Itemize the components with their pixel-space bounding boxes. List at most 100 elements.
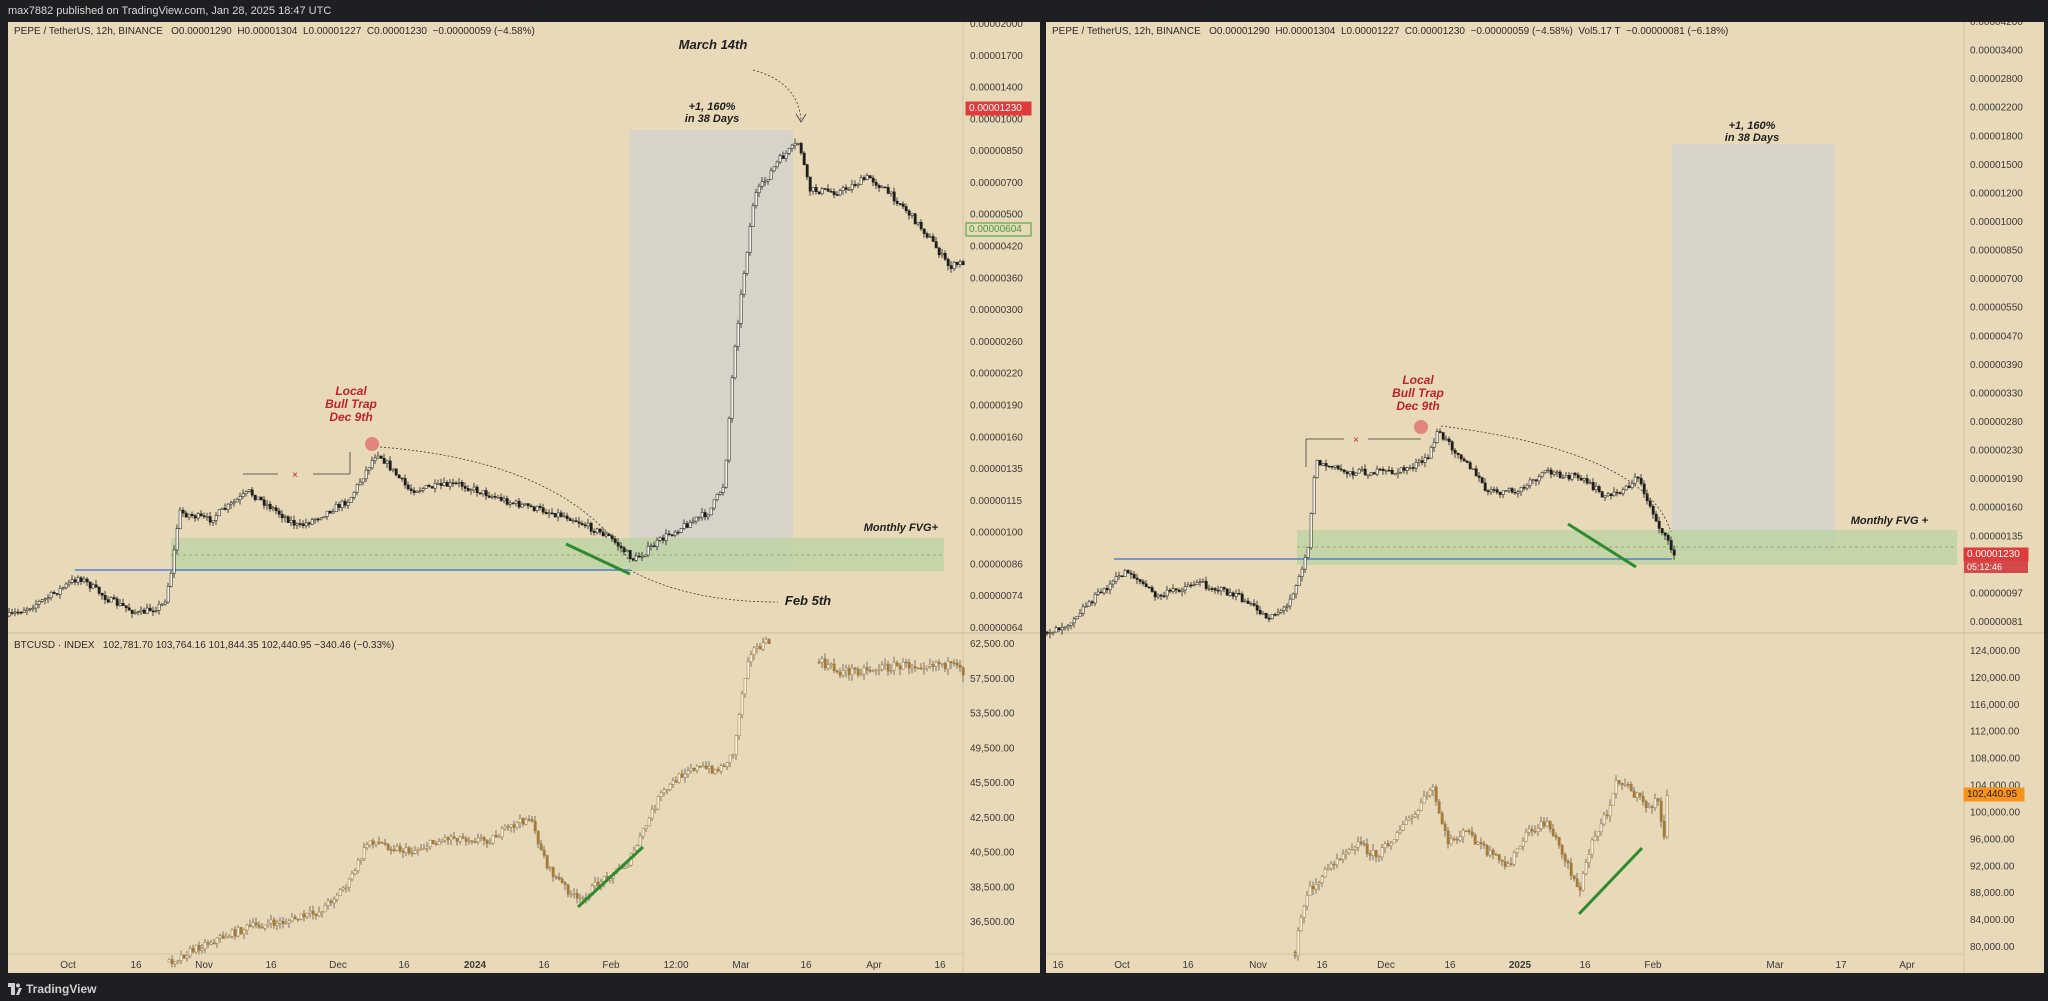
march-label: March 14th bbox=[679, 37, 748, 52]
candle-body bbox=[895, 200, 899, 204]
candle-body bbox=[202, 515, 206, 518]
candle-body bbox=[559, 512, 563, 517]
candle-body bbox=[871, 669, 875, 672]
right-chart-panel[interactable]: × Local Bull Trap Dec 9th +1, 160% in 38 Days… bbox=[1046, 22, 2044, 973]
left-chart-panel[interactable]: × Local Bull Trap Dec 9th +1, 160% in 38 Days… bbox=[8, 22, 1040, 973]
btc-candles-right bbox=[1293, 775, 1669, 961]
pepe-x-axis-tick: 17 bbox=[1835, 960, 1847, 971]
candle-body bbox=[1663, 532, 1667, 536]
candle-body bbox=[514, 500, 518, 504]
candle-body bbox=[596, 881, 600, 887]
candle-body bbox=[1102, 588, 1106, 594]
candle-body bbox=[910, 666, 914, 669]
candle-body bbox=[440, 839, 444, 842]
candle-body bbox=[1653, 798, 1657, 808]
pepe-y-axis-tick: 0.00000220 bbox=[970, 369, 1023, 380]
candle-body bbox=[43, 598, 47, 601]
candle-body bbox=[1479, 841, 1483, 845]
candle-body bbox=[1132, 574, 1136, 579]
candle-body bbox=[166, 586, 170, 603]
candle-body bbox=[244, 491, 248, 495]
candle-body bbox=[538, 506, 542, 508]
candle-body bbox=[844, 187, 848, 190]
candle-body bbox=[313, 518, 317, 521]
candle-body bbox=[1654, 513, 1658, 522]
candle-body bbox=[946, 661, 950, 670]
candle-body bbox=[796, 143, 800, 145]
green-price-badge: 0.00000604 bbox=[969, 224, 1022, 235]
candle-body bbox=[481, 490, 485, 495]
candle-body bbox=[293, 916, 297, 920]
candle-body bbox=[1449, 838, 1453, 845]
candle-body bbox=[368, 840, 372, 846]
candle-body bbox=[497, 836, 501, 839]
candle-body bbox=[61, 587, 65, 589]
candle-body bbox=[1405, 467, 1409, 471]
candle-body bbox=[466, 488, 470, 491]
candle-body bbox=[496, 496, 500, 499]
candle-body bbox=[224, 936, 228, 939]
candle-body bbox=[904, 661, 908, 664]
candle-body bbox=[1264, 612, 1268, 619]
candle-body bbox=[1297, 576, 1301, 586]
candle-body bbox=[1332, 863, 1336, 866]
candle-body bbox=[1336, 465, 1340, 470]
candle-body bbox=[1357, 469, 1361, 474]
candle-body bbox=[350, 873, 354, 880]
candle-body bbox=[1476, 841, 1480, 845]
candle-body bbox=[868, 175, 872, 179]
candle-body bbox=[1441, 432, 1445, 440]
candle-body bbox=[862, 667, 866, 675]
candle-body bbox=[1546, 469, 1550, 472]
legend-change: −0.00000059 (−4.58%) bbox=[432, 26, 535, 37]
candle-body bbox=[1344, 852, 1348, 855]
candle-body bbox=[259, 496, 263, 501]
candle-body bbox=[349, 497, 353, 503]
btc-green-trendline bbox=[1577, 846, 1644, 916]
candle-body bbox=[1402, 467, 1406, 471]
panel-divider[interactable] bbox=[1040, 22, 1046, 973]
candle-body bbox=[1521, 840, 1525, 847]
candle-body bbox=[1326, 867, 1330, 870]
candle-body bbox=[701, 765, 705, 768]
candle-body bbox=[218, 935, 222, 939]
candle-body bbox=[1105, 588, 1109, 591]
tradingview-logo[interactable]: TradingView bbox=[8, 982, 96, 996]
candle-body bbox=[574, 520, 578, 523]
candle-body bbox=[1665, 795, 1669, 838]
candle-body bbox=[676, 531, 680, 534]
candle-body bbox=[250, 489, 254, 496]
candle-body bbox=[925, 233, 929, 238]
candle-body bbox=[422, 848, 426, 850]
pepe-x-axis-tick: 16 bbox=[1052, 960, 1064, 971]
pepe-x-axis-tick: Feb bbox=[1644, 960, 1662, 971]
candle-body bbox=[220, 507, 224, 511]
pepe-x-axis-tick: Oct bbox=[60, 960, 76, 971]
candle-body bbox=[910, 213, 914, 216]
candle-body bbox=[412, 490, 416, 493]
candle-body bbox=[1306, 547, 1310, 558]
bull-trap-marker bbox=[1414, 420, 1428, 434]
candle-body bbox=[532, 506, 536, 511]
pepe-y-axis-tick: 0.00000850 bbox=[970, 146, 1023, 157]
candle-body bbox=[365, 844, 369, 848]
candle-body bbox=[847, 667, 851, 676]
candle-body bbox=[529, 505, 533, 508]
candle-body bbox=[1123, 570, 1127, 577]
candle-body bbox=[1396, 471, 1400, 474]
btc-y-axis-tick: 104,000.00 bbox=[1970, 781, 2020, 792]
candle-body bbox=[367, 467, 371, 471]
candle-body bbox=[563, 882, 567, 885]
candle-body bbox=[566, 884, 570, 895]
candle-body bbox=[713, 769, 717, 774]
pepe-x-axis-tick: 16 bbox=[1316, 960, 1328, 971]
candle-body bbox=[686, 770, 690, 775]
candle-body bbox=[421, 488, 425, 491]
candle-body bbox=[347, 878, 351, 888]
pepe-y-axis-tick: 0.00001800 bbox=[1970, 131, 2023, 142]
candle-body bbox=[1099, 591, 1103, 594]
candle-body bbox=[1644, 801, 1648, 808]
candle-body bbox=[656, 796, 660, 810]
